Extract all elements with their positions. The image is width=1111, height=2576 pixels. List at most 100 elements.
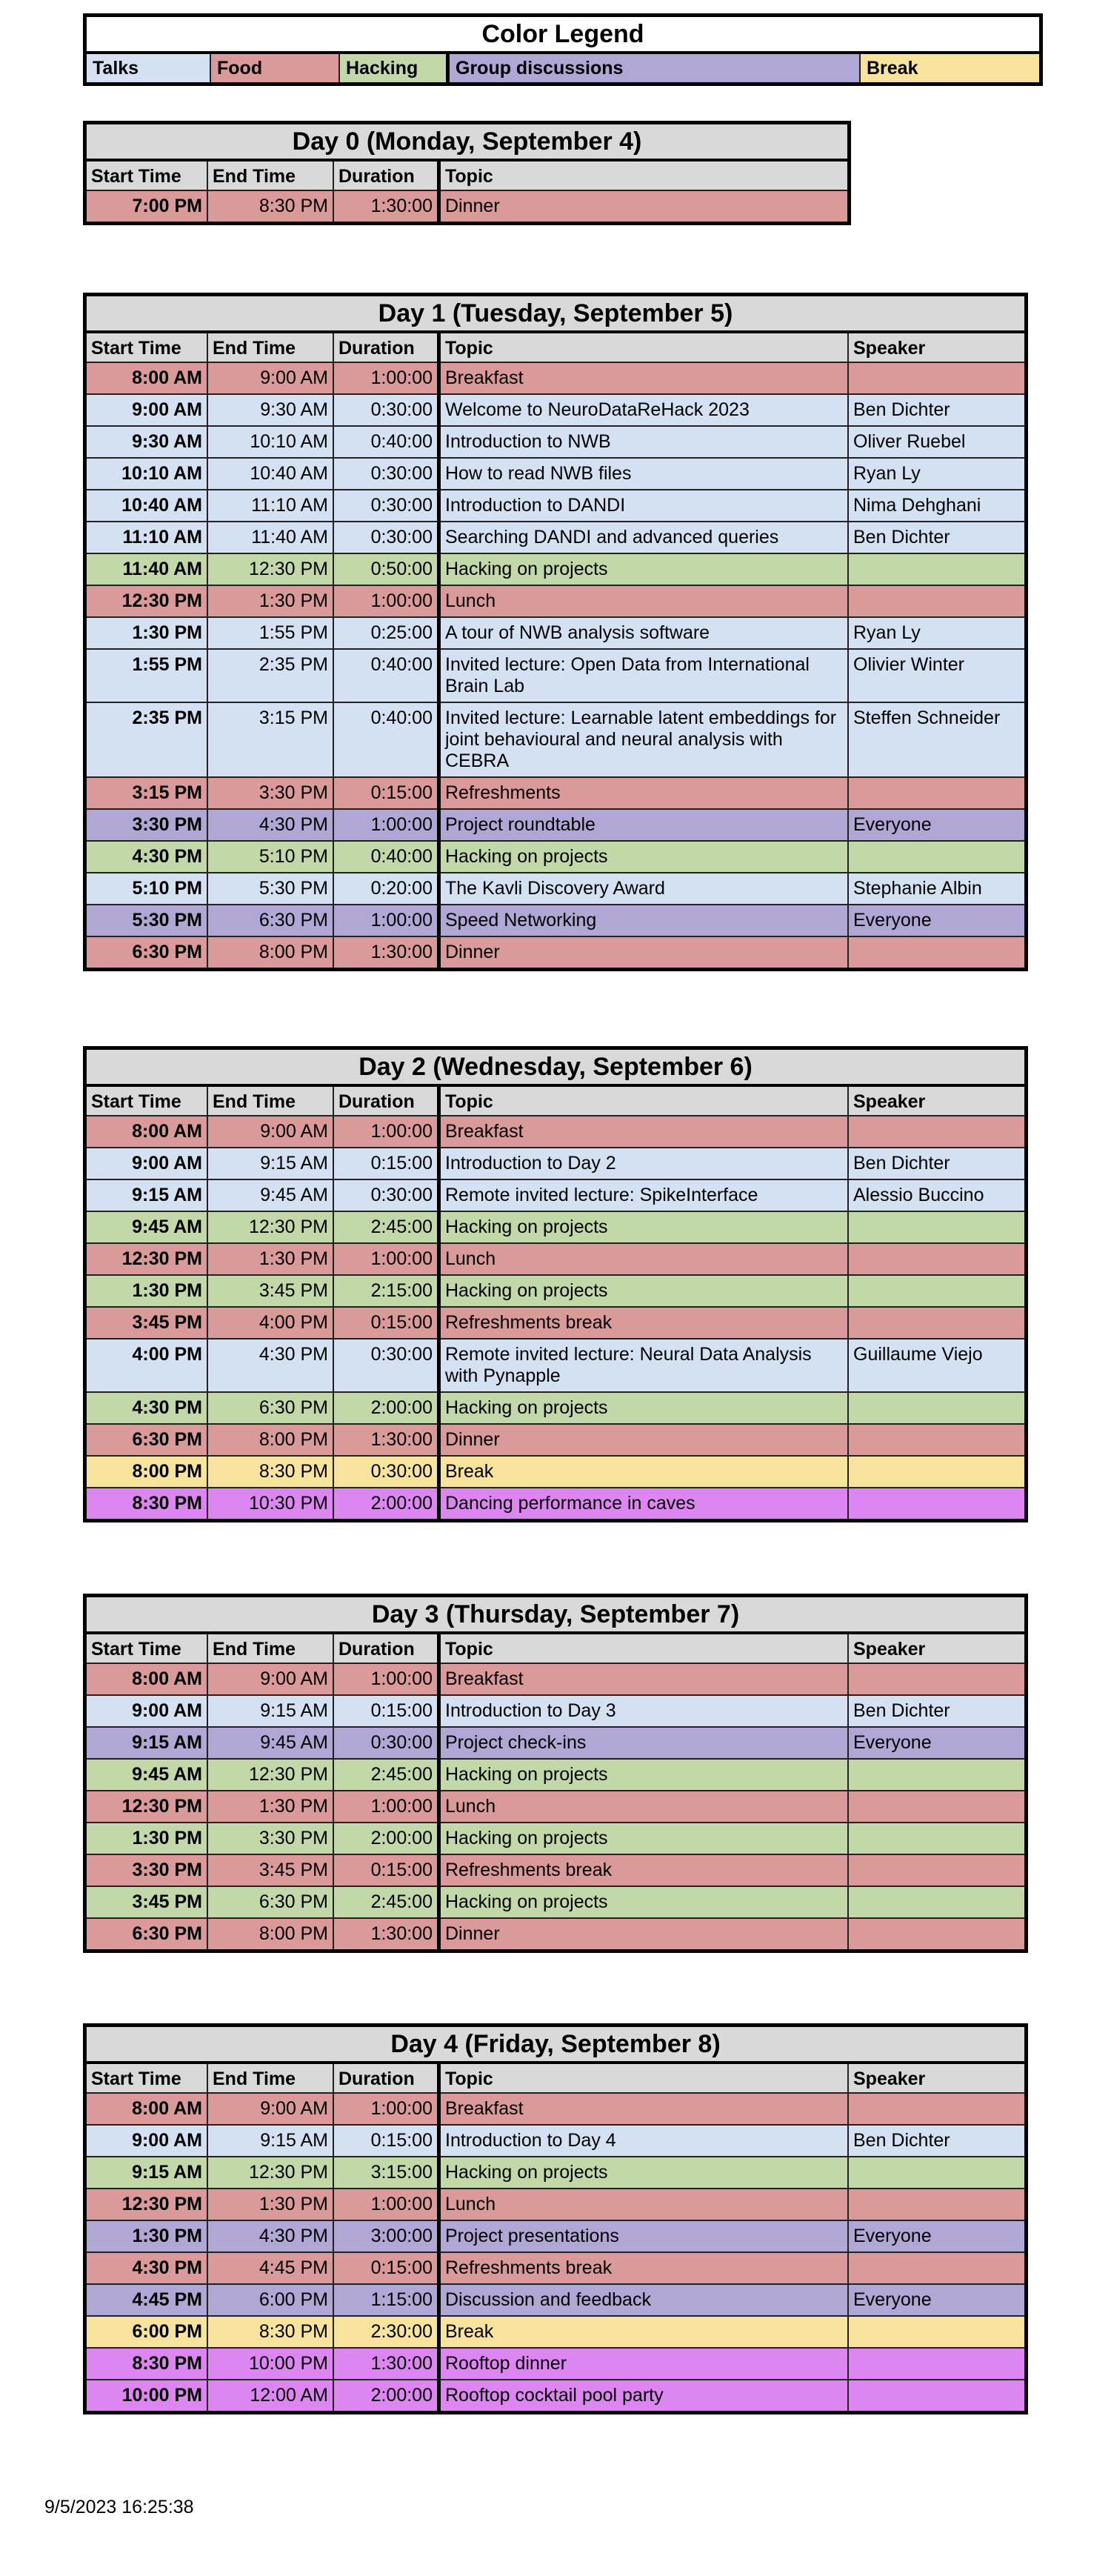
topic-cell: Lunch	[438, 585, 849, 618]
end-time-cell: 12:30 PM	[207, 2156, 334, 2189]
topic-cell: Dinner	[438, 190, 850, 224]
speaker-cell: Everyone	[847, 2220, 1027, 2253]
end-time-cell: 12:30 PM	[207, 1211, 334, 1244]
speaker-cell	[847, 2188, 1027, 2221]
start-time-cell: 12:30 PM	[84, 2188, 208, 2221]
start-time-cell: 8:30 PM	[84, 2347, 208, 2380]
duration-cell: 1:30:00	[333, 1423, 441, 1457]
duration-cell: 1:30:00	[333, 2347, 441, 2380]
topic-cell: Lunch	[438, 1242, 849, 1276]
speaker-cell	[847, 362, 1027, 395]
duration-cell: 0:25:00	[333, 616, 441, 650]
speaker-cell: Steffen Schneider	[847, 702, 1027, 778]
speaker-cell: Everyone	[847, 904, 1027, 937]
end-time-cell: 8:00 PM	[207, 936, 334, 971]
end-time-cell: 11:40 AM	[207, 521, 334, 554]
start-time-cell: 1:30 PM	[84, 1822, 208, 1855]
start-time-cell: 5:10 PM	[84, 872, 208, 905]
topic-cell: Hacking on projects	[438, 840, 849, 873]
duration-cell: 0:30:00	[333, 1179, 441, 1212]
schedule-row: 9:00 AM 9:30 AM 0:30:00 Welcome to NeuroDat…	[84, 393, 1027, 427]
duration-cell: 2:45:00	[333, 1758, 441, 1791]
schedule-row: 4:00 PM 4:30 PM 0:30:00 Remote invited lect…	[84, 1338, 1027, 1393]
column-header: Start Time	[84, 2062, 208, 2094]
speaker-cell	[847, 1211, 1027, 1244]
start-time-cell: 8:30 PM	[84, 1487, 208, 1522]
duration-cell: 0:50:00	[333, 553, 441, 586]
start-time-cell: 9:15 AM	[84, 1726, 208, 1760]
column-header: Duration	[333, 331, 441, 363]
topic-cell: How to read NWB files	[438, 457, 849, 490]
end-time-cell: 4:30 PM	[207, 808, 334, 842]
start-time-cell: 3:15 PM	[84, 776, 208, 810]
topic-cell: Dinner	[438, 1917, 849, 1952]
legend-title: Color Legend	[84, 14, 1042, 54]
speaker-cell	[847, 2092, 1027, 2126]
end-time-cell: 5:30 PM	[207, 872, 334, 905]
topic-cell: Dinner	[438, 936, 849, 971]
end-time-cell: 3:30 PM	[207, 776, 334, 810]
start-time-cell: 12:30 PM	[84, 585, 208, 618]
schedule-row: 1:30 PM 3:45 PM 2:15:00 Hacking on projects	[84, 1274, 1027, 1308]
duration-cell: 1:30:00	[333, 190, 441, 224]
start-time-cell: 3:30 PM	[84, 808, 208, 842]
schedule-row: 1:30 PM 1:55 PM 0:25:00 A tour of NWB analy…	[84, 616, 1027, 650]
duration-cell: 0:30:00	[333, 1455, 441, 1488]
speaker-cell	[847, 776, 1027, 810]
header-row: Start Time End Time Duration Topic Speaker	[84, 331, 1027, 363]
duration-cell: 1:00:00	[333, 1242, 441, 1276]
duration-cell: 2:45:00	[333, 1886, 441, 1919]
duration-cell: 0:15:00	[333, 1306, 441, 1339]
speaker-cell	[847, 1274, 1027, 1308]
schedule-row: 8:00 AM 9:00 AM 1:00:00 Breakfast	[84, 362, 1027, 395]
duration-cell: 0:40:00	[333, 702, 441, 778]
column-header: Speaker	[847, 331, 1027, 363]
schedule-row: 6:30 PM 8:00 PM 1:30:00 Dinner	[84, 1917, 1027, 1952]
day-4-table: Day 4 (Friday, September 8) Start Time End…	[83, 2023, 1028, 2414]
speaker-cell	[847, 1242, 1027, 1276]
topic-cell: Introduction to Day 3	[438, 1694, 849, 1728]
topic-cell: Introduction to Day 4	[438, 2124, 849, 2157]
legend-item-talks: Talks	[84, 52, 211, 85]
speaker-cell	[847, 1115, 1027, 1148]
column-header: Start Time	[84, 1632, 208, 1664]
duration-cell: 2:15:00	[333, 1274, 441, 1308]
duration-cell: 1:00:00	[333, 1663, 441, 1696]
speaker-cell	[847, 936, 1027, 971]
duration-cell: 1:00:00	[333, 2092, 441, 2126]
schedule-row: 12:30 PM 1:30 PM 1:00:00 Lunch	[84, 2188, 1027, 2221]
speaker-cell	[847, 1917, 1027, 1952]
start-time-cell: 4:45 PM	[84, 2283, 208, 2317]
end-time-cell: 2:35 PM	[207, 648, 334, 703]
topic-cell: Hacking on projects	[438, 1822, 849, 1855]
speaker-cell	[847, 1758, 1027, 1791]
schedule-row: 1:55 PM 2:35 PM 0:40:00 Invited lecture: Op…	[84, 648, 1027, 703]
duration-cell: 0:30:00	[333, 1726, 441, 1760]
column-header: Topic	[438, 331, 849, 363]
end-time-cell: 9:00 AM	[207, 1115, 334, 1148]
header-row: Start Time End Time Duration Topic Speaker	[84, 1085, 1027, 1116]
topic-cell: Introduction to DANDI	[438, 489, 849, 522]
day-title: Day 1 (Tuesday, September 5)	[84, 293, 1027, 333]
end-time-cell: 3:45 PM	[207, 1854, 334, 1887]
duration-cell: 0:40:00	[333, 840, 441, 873]
schedule-row: 3:45 PM 4:00 PM 0:15:00 Refreshments break	[84, 1306, 1027, 1339]
topic-cell: Refreshments break	[438, 1854, 849, 1887]
duration-cell: 2:45:00	[333, 1211, 441, 1244]
speaker-cell	[847, 1854, 1027, 1887]
topic-cell: Invited lecture: Learnable latent embedd…	[438, 702, 849, 778]
speaker-cell	[847, 1455, 1027, 1488]
start-time-cell: 1:55 PM	[84, 648, 208, 703]
column-header: Duration	[333, 1085, 441, 1116]
speaker-cell	[847, 1391, 1027, 1425]
color-legend: Color Legend Talks Food Hacking Group discu…	[83, 13, 1043, 86]
schedule-row: 4:45 PM 6:00 PM 1:15:00 Discussion and feed…	[84, 2283, 1027, 2317]
start-time-cell: 1:30 PM	[84, 2220, 208, 2253]
column-header: Start Time	[84, 331, 208, 363]
start-time-cell: 4:30 PM	[84, 840, 208, 873]
end-time-cell: 9:15 AM	[207, 1147, 334, 1180]
speaker-cell: Guillaume Viejo	[847, 1338, 1027, 1393]
schedule-row: 9:15 AM 9:45 AM 0:30:00 Project check-ins Ev…	[84, 1726, 1027, 1760]
schedule-row: 8:00 AM 9:00 AM 1:00:00 Breakfast	[84, 1115, 1027, 1148]
end-time-cell: 8:30 PM	[207, 190, 334, 224]
